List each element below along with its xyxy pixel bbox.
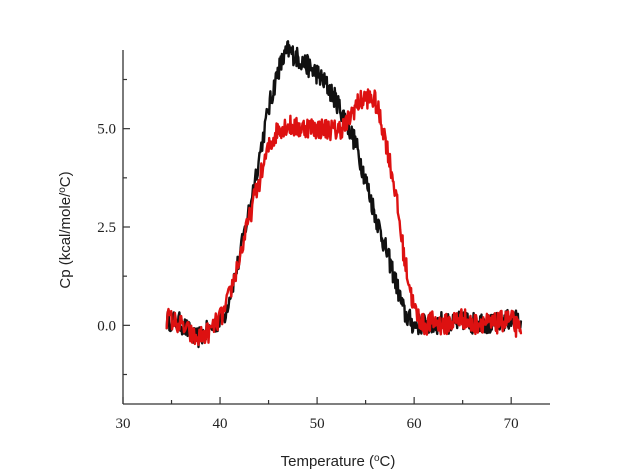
y-axis-title-suffix: C) — [57, 171, 74, 187]
series-group — [165, 40, 523, 349]
x-axis-title-suffix: C) — [380, 453, 396, 470]
y-axis-title-sup: o — [57, 187, 68, 193]
y-axis-title-prefix: Cp (kcal/mole/ — [57, 192, 74, 289]
x-tick-label: 70 — [504, 416, 519, 432]
x-tick-label: 30 — [116, 416, 131, 432]
x-tick-label: 50 — [310, 416, 325, 432]
ticks: 30 40 50 60 70 0.0 2.5 5.0 — [97, 78, 519, 432]
x-tick-label: 40 — [213, 416, 228, 432]
x-axis-title-prefix: Temperature ( — [281, 453, 374, 470]
x-tick-label: 60 — [407, 416, 422, 432]
series-line-2 — [165, 88, 523, 346]
y-tick-label: 2.5 — [97, 220, 116, 236]
series-line-1 — [165, 40, 523, 349]
y-axis-title: Cp (kcal/mole/oC) — [57, 171, 75, 288]
y-tick-label: 0.0 — [97, 318, 116, 334]
x-axis-title-sup: o — [374, 453, 380, 464]
y-tick-label: 5.0 — [97, 122, 116, 138]
x-axis-title: Temperature (oC) — [281, 453, 396, 471]
